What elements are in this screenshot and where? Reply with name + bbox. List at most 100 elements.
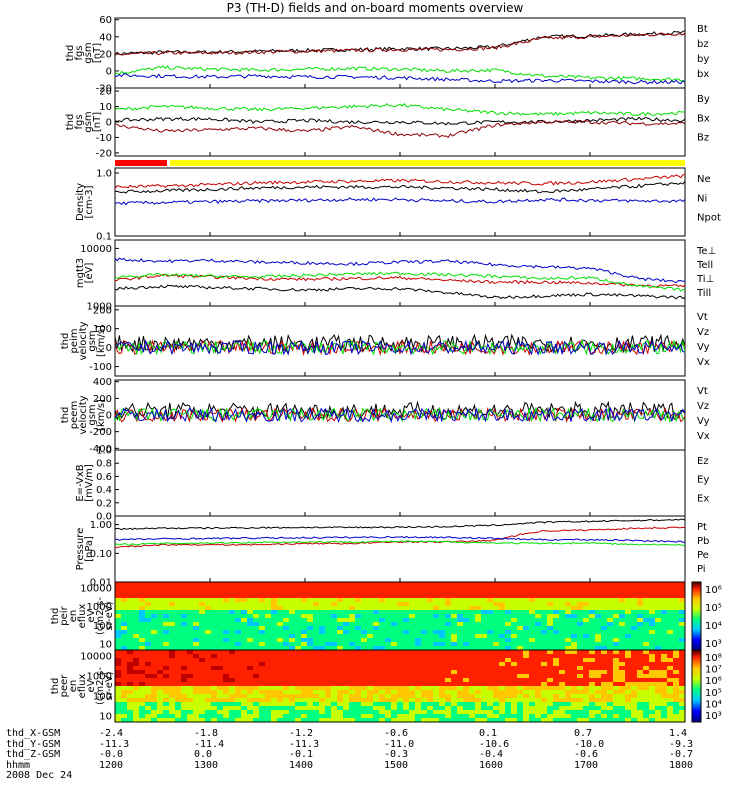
spectrogram-cell (445, 594, 451, 598)
spectrogram-cell (505, 654, 511, 658)
spectrogram-cell (265, 598, 271, 602)
spectrogram-cell (151, 614, 157, 618)
spectrogram-cell (367, 674, 373, 678)
spectrogram-cell (259, 610, 265, 614)
spectrogram-cell (523, 710, 529, 714)
spectrogram-cell (163, 650, 169, 654)
spectrogram-cell (565, 602, 571, 606)
spectrogram-cell (655, 698, 661, 702)
spectrogram-cell (541, 610, 547, 614)
spectrogram-cell (475, 594, 481, 598)
spectrogram-cell (193, 718, 199, 722)
spectrogram-cell (265, 702, 271, 706)
spectrogram-cell (529, 610, 535, 614)
spectrogram-cell (523, 646, 529, 650)
spectrogram-cell (499, 710, 505, 714)
spectrogram-cell (535, 694, 541, 698)
spectrogram-cell (319, 610, 325, 614)
spectrogram-cell (637, 594, 643, 598)
spectrogram-cell (589, 586, 595, 590)
spectrogram-cell (283, 594, 289, 598)
spectrogram-cell (421, 614, 427, 618)
spectrogram-cell (139, 674, 145, 678)
spectrogram-cell (403, 646, 409, 650)
spectrogram-cell (169, 598, 175, 602)
spectrogram-cell (607, 690, 613, 694)
spectrogram-cell (397, 702, 403, 706)
spectrogram-cell (181, 718, 187, 722)
spectrogram-cell (433, 678, 439, 682)
spectrogram-cell (625, 662, 631, 666)
spectrogram-cell (235, 610, 241, 614)
spectrogram-cell (451, 618, 457, 622)
spectrogram-cell (661, 678, 667, 682)
spectrogram-cell (247, 634, 253, 638)
spectrogram-cell (571, 606, 577, 610)
spectrogram-cell (403, 690, 409, 694)
spectrogram-cell (313, 642, 319, 646)
spectrogram-cell (187, 642, 193, 646)
spectrogram-cell (115, 610, 121, 614)
spectrogram-cell (565, 678, 571, 682)
spectrogram-cell (331, 618, 337, 622)
spectrogram-cell (169, 658, 175, 662)
spectrogram-cell (229, 710, 235, 714)
spectrogram-cell (577, 626, 583, 630)
spectrogram-cell (325, 642, 331, 646)
spectrogram-cell (403, 610, 409, 614)
y-tick-label: 200 (93, 305, 112, 316)
spectrogram-cell (415, 602, 421, 606)
spectrogram-cell (289, 638, 295, 642)
spectrogram-cell (577, 654, 583, 658)
spectrogram-cell (289, 662, 295, 666)
spectrogram-cell (595, 654, 601, 658)
spectrogram-cell (319, 618, 325, 622)
spectrogram-cell (145, 678, 151, 682)
spectrogram-cell (151, 598, 157, 602)
spectrogram-cell (121, 654, 127, 658)
spectrogram-cell (313, 686, 319, 690)
spectrogram-cell (613, 610, 619, 614)
ephemeris-value: 1500 (384, 759, 409, 771)
spectrogram-cell (649, 658, 655, 662)
spectrogram-cell (667, 582, 673, 586)
spectrogram-cell (259, 626, 265, 630)
spectrogram-cell (625, 698, 631, 702)
spectrogram-cell (439, 598, 445, 602)
spectrogram-cell (217, 630, 223, 634)
spectrogram-cell (655, 658, 661, 662)
spectrogram-cell (499, 594, 505, 598)
spectrogram-cell (481, 610, 487, 614)
spectrogram-cell (127, 610, 133, 614)
spectrogram-cell (241, 610, 247, 614)
spectrogram-cell (385, 658, 391, 662)
spectrogram-cell (265, 582, 271, 586)
spectrogram-cell (475, 634, 481, 638)
spectrogram-cell (679, 606, 685, 610)
spectrogram-cell (367, 678, 373, 682)
spectrogram-cell (355, 602, 361, 606)
spectrogram-cell (553, 626, 559, 630)
spectrogram-cell (235, 586, 241, 590)
spectrogram-cell (175, 658, 181, 662)
spectrogram-cell (607, 658, 613, 662)
spectrogram-cell (637, 646, 643, 650)
spectrogram-cell (493, 702, 499, 706)
spectrogram-cell (487, 674, 493, 678)
spectrogram-cell (151, 590, 157, 594)
spectrogram-cell (181, 650, 187, 654)
spectrogram-cell (115, 686, 121, 690)
spectrogram-cell (445, 714, 451, 718)
spectrogram-cell (145, 634, 151, 638)
spectrogram-cell (559, 690, 565, 694)
spectrogram-cell (193, 698, 199, 702)
spectrogram-cell (181, 710, 187, 714)
spectrogram-cell (619, 670, 625, 674)
spectrogram-cell (145, 674, 151, 678)
spectrogram-cell (121, 586, 127, 590)
spectrogram-cell (337, 710, 343, 714)
spectrogram-cell (241, 650, 247, 654)
spectrogram-cell (523, 638, 529, 642)
spectrogram-cell (643, 706, 649, 710)
spectrogram-cell (193, 714, 199, 718)
